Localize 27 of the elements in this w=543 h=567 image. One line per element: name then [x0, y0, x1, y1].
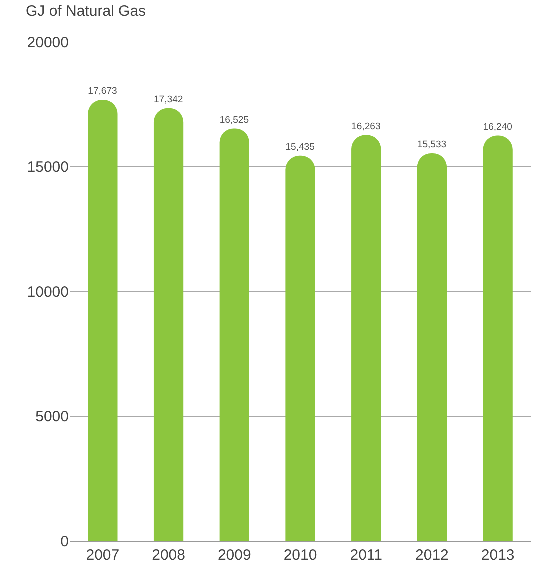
- bar: [220, 128, 250, 541]
- data-label: 16,525: [220, 114, 250, 126]
- y-tick-label: 0: [60, 533, 69, 550]
- y-axis-title: GJ of Natural Gas: [26, 3, 146, 20]
- bar: [286, 156, 316, 541]
- bar: [352, 135, 382, 541]
- bar: [154, 108, 184, 541]
- x-tick-label: 2012: [416, 547, 449, 564]
- data-label: 15,533: [417, 140, 447, 151]
- y-tick-label: 15000: [27, 159, 69, 176]
- bar: [483, 136, 513, 541]
- bar: [88, 100, 118, 541]
- y-tick-label: 5000: [36, 408, 69, 426]
- data-label: 16,263: [352, 121, 381, 132]
- bar: [417, 153, 448, 541]
- y-tick-label: 10000: [27, 284, 69, 301]
- x-tick-label: 2010: [284, 547, 318, 564]
- x-tick-label: 2008: [152, 547, 186, 564]
- x-tick-label: 2013: [481, 547, 515, 564]
- data-label: 15,435: [286, 142, 315, 154]
- y-tick-label: 20000: [27, 34, 69, 52]
- data-label: 17,673: [88, 86, 118, 98]
- data-label: 17,342: [154, 94, 184, 106]
- data-label: 16,240: [483, 122, 512, 133]
- x-tick-label: 2009: [218, 547, 252, 564]
- x-tick-label: 2007: [86, 547, 120, 564]
- x-tick-label: 2011: [350, 547, 382, 564]
